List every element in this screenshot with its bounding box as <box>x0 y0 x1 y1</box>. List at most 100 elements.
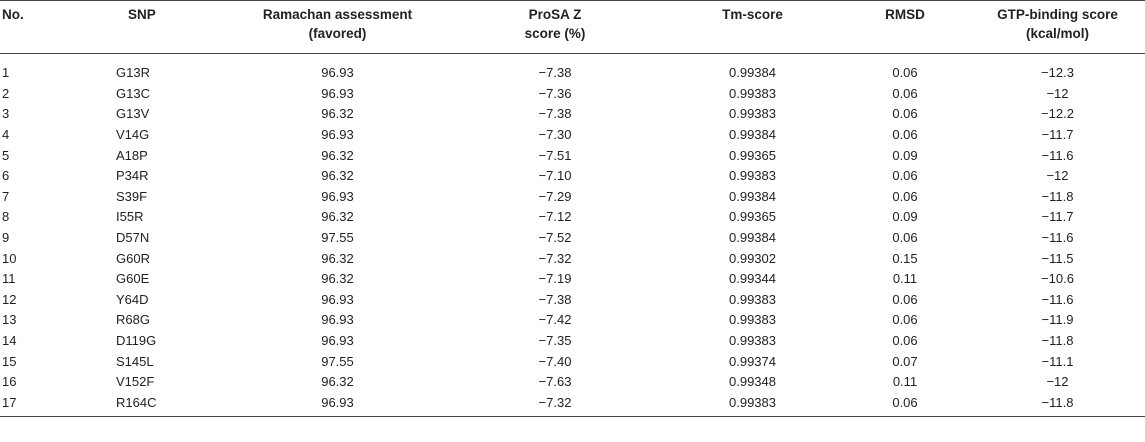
cell-snp: S145L <box>116 353 154 369</box>
cell-no: 11 <box>2 271 16 287</box>
header-line: SNP <box>128 7 156 22</box>
table-row: 8 I55R 96.32 −7.12 0.99365 0.09 −11.7 <box>0 207 1145 228</box>
cell-tm-score: 0.99383 <box>729 312 776 328</box>
cell-no: 17 <box>0 392 100 418</box>
cell-prosa: −7.38 <box>538 291 572 307</box>
cell-no: 8 <box>2 209 10 225</box>
cell-tm-score: 0.99348 <box>729 374 776 390</box>
cell-ramachan: 96.32 <box>321 168 354 184</box>
cell-no: 16 <box>2 374 17 390</box>
cell-prosa: −7.35 <box>538 333 572 349</box>
table-header: No. SNP Ramachan assessment (favored) ProSA … <box>0 0 1145 54</box>
header-line: RMSD <box>885 7 925 22</box>
header-line: GTP-binding score <box>997 7 1118 22</box>
cell-ramachan: 96.32 <box>321 374 354 390</box>
cell-snp: R68G <box>116 312 150 328</box>
table-row: 11 G60E 96.32 −7.19 0.99344 0.11 −10.6 <box>0 269 1145 290</box>
cell-ramachan: 96.32 <box>321 271 354 287</box>
cell-ramachan: 96.93 <box>321 127 354 143</box>
table-row: 13 R68G 96.93 −7.42 0.99383 0.06 −11.9 <box>0 310 1145 331</box>
cell-no: 5 <box>2 147 10 163</box>
cell-gtp-binding: −11.5 <box>1041 250 1074 266</box>
header-line: ProSA Z <box>528 7 582 22</box>
table-row: 4 V14G 96.93 −7.30 0.99384 0.06 −11.7 <box>0 125 1145 146</box>
header-line: (favored) <box>308 26 367 41</box>
cell-prosa: −7.51 <box>538 147 572 163</box>
header-snp: SNP <box>100 0 230 54</box>
cell-tm-score: 0.99383 <box>729 333 776 349</box>
cell-gtp-binding: −11.7 <box>1041 127 1074 143</box>
table-row: 6 P34R 96.32 −7.10 0.99383 0.06 −12 <box>0 166 1145 187</box>
cell-snp: S39F <box>116 188 148 204</box>
snp-results-table: No. SNP Ramachan assessment (favored) ProSA … <box>0 0 1145 418</box>
table-row: 9 D57N 97.55 −7.52 0.99384 0.06 −11.6 <box>0 228 1145 249</box>
table-body: 1 G13R 96.93 −7.38 0.99384 0.06 −12.3 2 G13C 96.9… <box>0 54 1145 418</box>
cell-snp: G60E <box>116 271 150 287</box>
header-rmsd: RMSD <box>840 0 970 54</box>
header-no: No. <box>0 0 100 54</box>
table-row: 17 R164C 96.93 −7.32 0.99383 0.06 −11.8 <box>0 392 1145 418</box>
cell-ramachan: 96.93 <box>321 65 354 81</box>
cell-no: 6 <box>2 168 10 184</box>
cell-rmsd: 0.06 <box>892 312 918 328</box>
cell-snp: V14G <box>116 127 150 143</box>
cell-gtp-binding: −11.6 <box>1041 230 1074 246</box>
cell-rmsd: 0.06 <box>840 392 970 418</box>
cell-gtp-binding: −12.3 <box>1041 65 1074 81</box>
table-row: 7 S39F 96.93 −7.29 0.99384 0.06 −11.8 <box>0 187 1145 208</box>
cell-rmsd: 0.06 <box>892 85 918 101</box>
table-row: 1 G13R 96.93 −7.38 0.99384 0.06 −12.3 <box>0 54 1145 84</box>
cell-no: 10 <box>2 250 17 266</box>
table-row: 16 V152F 96.32 −7.63 0.99348 0.11 −12 <box>0 372 1145 393</box>
cell-snp: G13V <box>116 106 150 122</box>
table-row: 2 G13C 96.93 −7.36 0.99383 0.06 −12 <box>0 84 1145 105</box>
cell-rmsd: 0.11 <box>892 374 918 390</box>
cell-ramachan: 96.93 <box>321 291 354 307</box>
cell-ramachan: 96.93 <box>230 392 445 418</box>
cell-snp: R164C <box>100 392 230 418</box>
header-ramachan: Ramachan assessment (favored) <box>230 0 445 54</box>
cell-snp: P34R <box>116 168 149 184</box>
header-line: (kcal/mol) <box>1025 26 1090 41</box>
cell-gtp-binding: −11.8 <box>1041 333 1074 349</box>
cell-rmsd: 0.07 <box>892 353 918 369</box>
cell-ramachan: 97.55 <box>321 230 354 246</box>
table-row: 15 S145L 97.55 −7.40 0.99374 0.07 −11.1 <box>0 351 1145 372</box>
cell-ramachan: 96.93 <box>321 188 354 204</box>
cell-no: 4 <box>2 127 10 143</box>
cell-gtp-binding: −11.9 <box>1041 312 1074 328</box>
cell-snp: V152F <box>116 374 155 390</box>
cell-prosa: −7.40 <box>538 353 572 369</box>
table-row: 5 A18P 96.32 −7.51 0.99365 0.09 −11.6 <box>0 145 1145 166</box>
cell-gtp-binding: −12.2 <box>1041 106 1074 122</box>
cell-prosa: −7.36 <box>538 85 572 101</box>
cell-tm-score: 0.99383 <box>729 106 776 122</box>
cell-no: 9 <box>2 230 10 246</box>
cell-ramachan: 96.32 <box>321 106 354 122</box>
cell-tm-score: 0.99383 <box>729 168 776 184</box>
cell-ramachan: 96.93 <box>321 312 354 328</box>
cell-ramachan: 97.55 <box>321 353 354 369</box>
table-row: 3 G13V 96.32 −7.38 0.99383 0.06 −12.2 <box>0 104 1145 125</box>
cell-gtp-binding: −11.7 <box>1041 209 1074 225</box>
cell-rmsd: 0.06 <box>892 188 918 204</box>
cell-tm-score: 0.99383 <box>729 85 776 101</box>
cell-prosa: −7.38 <box>538 65 572 81</box>
cell-ramachan: 96.93 <box>321 333 354 349</box>
cell-snp: I55R <box>116 209 144 225</box>
cell-prosa: −7.42 <box>538 312 572 328</box>
cell-rmsd: 0.06 <box>892 127 918 143</box>
cell-snp: A18P <box>116 147 148 163</box>
cell-prosa: −7.30 <box>538 127 572 143</box>
cell-tm-score: 0.99344 <box>729 271 776 287</box>
cell-rmsd: 0.09 <box>892 147 918 163</box>
cell-tm-score: 0.99384 <box>729 230 776 246</box>
cell-no: 2 <box>2 85 10 101</box>
header-prosa: ProSA Z score (%) <box>445 0 665 54</box>
cell-tm-score: 0.99302 <box>729 250 776 266</box>
cell-gtp-binding: −11.6 <box>1041 291 1074 307</box>
cell-snp: G60R <box>116 250 150 266</box>
cell-prosa: −7.63 <box>538 374 572 390</box>
cell-prosa: −7.32 <box>538 250 572 266</box>
